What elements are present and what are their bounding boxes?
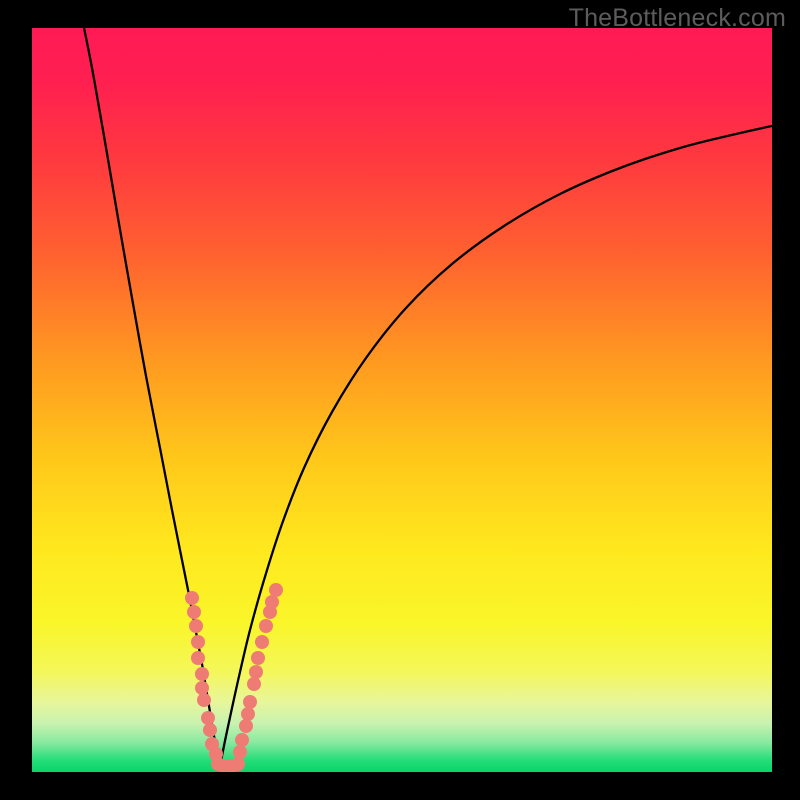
marker-point [231, 757, 245, 771]
right-curve [220, 126, 772, 768]
marker-point [247, 677, 261, 691]
marker-point [251, 651, 265, 665]
marker-point [255, 635, 269, 649]
curve-layer [32, 28, 772, 772]
marker-point [259, 619, 273, 633]
marker-point [241, 707, 255, 721]
marker-point [187, 605, 201, 619]
marker-point [189, 619, 203, 633]
marker-point [233, 745, 247, 759]
marker-point [265, 595, 279, 609]
marker-point [235, 733, 249, 747]
marker-point [243, 695, 257, 709]
marker-point [239, 719, 253, 733]
marker-point [249, 665, 263, 679]
marker-point [203, 723, 217, 737]
marker-point [191, 635, 205, 649]
watermark-text: TheBottleneck.com [569, 4, 786, 33]
plot-area [32, 28, 772, 772]
marker-point [269, 583, 283, 597]
marker-point [201, 711, 215, 725]
marker-point [195, 681, 209, 695]
marker-point [195, 667, 209, 681]
marker-point [185, 591, 199, 605]
marker-point [197, 693, 211, 707]
marker-point [191, 651, 205, 665]
